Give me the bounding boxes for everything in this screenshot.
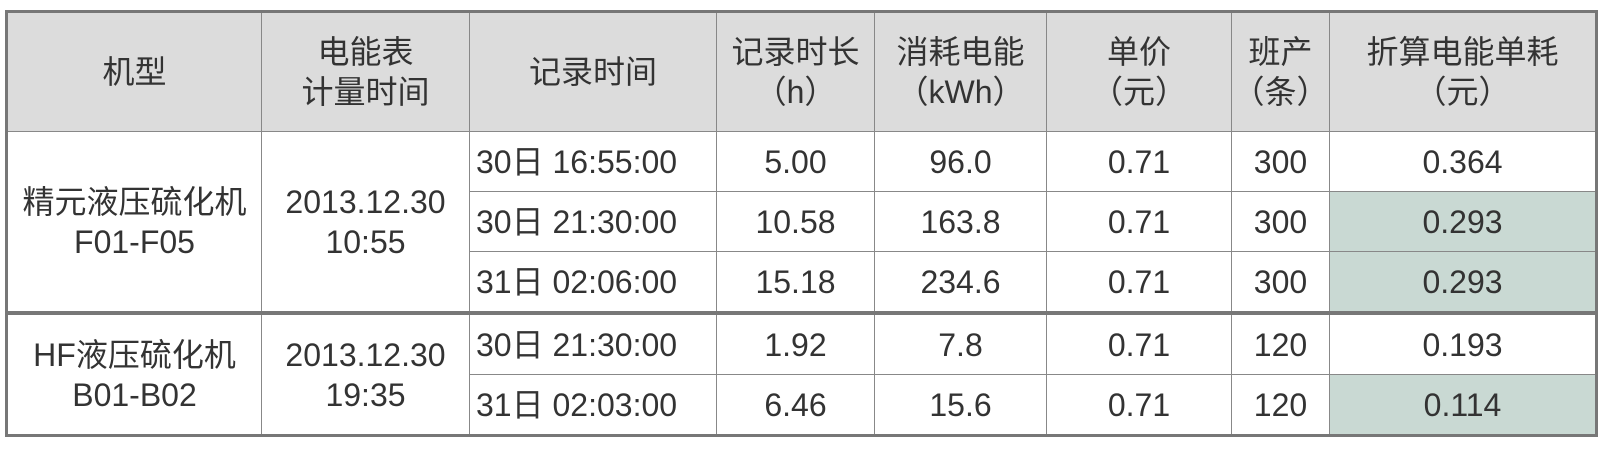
cell-line: （h） xyxy=(754,74,837,110)
data-cell: 31日 02:06:00 xyxy=(469,251,717,314)
table-row: 31日 02:06:00 15.18 234.6 0.71 300 0.293 xyxy=(7,251,1597,314)
data-cell: 0.293 xyxy=(1329,191,1597,252)
data-cell: 31日 02:03:00 xyxy=(469,374,717,436)
cell-line: （元） xyxy=(1414,74,1511,110)
data-cell: 120 xyxy=(1231,311,1330,375)
data-cell: 0.71 xyxy=(1046,311,1232,375)
cell-line: 班产 xyxy=(1248,34,1313,70)
table-row: HF液压硫化机 B01-B02 2013.12.30 19:35 30日 21:30:0… xyxy=(6,311,1597,436)
machine-cell: HF液压硫化机 B01-B02 xyxy=(6,311,262,436)
cell-line: （元） xyxy=(1090,74,1187,110)
data-cell: 120 xyxy=(1231,374,1330,436)
data-cell: 0.293 xyxy=(1329,251,1597,314)
data-cell: 6.46 xyxy=(716,374,875,436)
data-cell: 0.193 xyxy=(1329,311,1597,375)
data-cell: 30日 16:55:00 xyxy=(469,131,717,192)
cell-line: （kWh） xyxy=(896,74,1025,110)
header-cell: 消耗电能 （kWh） xyxy=(874,11,1047,132)
data-cell: 5.00 xyxy=(716,131,875,192)
cell-line: 电能表 xyxy=(317,34,414,70)
header-row: 机型 电能表 计量时间 记录时间 记录时长 （h） 消耗电能 （kWh） 单价 （元） 班产 （条）折… xyxy=(6,11,1597,132)
data-cell: 7.8 xyxy=(874,311,1047,375)
cell-line: 10:55 xyxy=(325,223,406,260)
cell-line: 计量时间 xyxy=(301,74,430,110)
cell-line: 记录时间 xyxy=(528,54,657,90)
header-cell: 折算电能单耗 （元） xyxy=(1329,11,1597,132)
header-cell: 电能表 计量时间 xyxy=(261,11,470,132)
cell-line: 19:35 xyxy=(325,376,406,413)
cell-line: 2013.12.30 xyxy=(285,183,446,220)
table-row: 30日 21:30:00 10.58 163.8 0.71 300 0.293 xyxy=(7,191,1597,252)
cell-line: 单价 xyxy=(1106,34,1171,70)
data-cell: 0.71 xyxy=(1046,251,1232,314)
cell-line: 机型 xyxy=(102,54,167,90)
data-cell: 300 xyxy=(1231,131,1330,192)
data-cell: 163.8 xyxy=(874,191,1047,252)
header-cell: 班产 （条） xyxy=(1231,11,1330,132)
data-cell: 15.18 xyxy=(716,251,875,314)
data-cell: 300 xyxy=(1231,191,1330,252)
cell-line: （条） xyxy=(1232,74,1329,110)
data-cell: 300 xyxy=(1231,251,1330,314)
data-table: 机型 电能表 计量时间 记录时间 记录时长 （h） 消耗电能 （kWh） 单价 （元） 班产 （条）折… xyxy=(5,10,1598,437)
meter-time-cell: 2013.12.30 19:35 xyxy=(261,311,470,436)
data-cell: 0.364 xyxy=(1329,131,1597,192)
header-cell: 记录时间 xyxy=(469,11,717,132)
meter-time-cell: 2013.12.30 10:55 xyxy=(261,131,470,314)
data-cell: 15.6 xyxy=(874,374,1047,436)
data-cell: 1.92 xyxy=(716,311,875,375)
data-cell: 0.71 xyxy=(1046,131,1232,192)
table-body: 精元液压硫化机 F01-F05 2013.12.30 10:55 30日 16:55:0… xyxy=(6,131,1597,436)
header-cell: 单价 （元） xyxy=(1046,11,1232,132)
cell-line: 折算电能单耗 xyxy=(1366,34,1559,70)
cell-line: 2013.12.30 xyxy=(285,336,446,373)
data-cell: 0.114 xyxy=(1329,374,1597,436)
cell-line: 记录时长 xyxy=(731,34,860,70)
cell-line: HF液压硫化机 xyxy=(33,336,236,373)
cell-line: 精元液压硫化机 xyxy=(22,183,247,220)
data-cell: 30日 21:30:00 xyxy=(469,311,717,375)
header-cell: 记录时长 （h） xyxy=(716,11,875,132)
cell-line: B01-B02 xyxy=(72,376,197,413)
cell-line: F01-F05 xyxy=(74,223,195,260)
data-cell: 96.0 xyxy=(874,131,1047,192)
data-cell: 0.71 xyxy=(1046,374,1232,436)
table-row: 31日 02:03:00 6.46 15.6 0.71 120 0.114 xyxy=(7,374,1597,436)
header-cell: 机型 xyxy=(6,11,262,132)
data-cell: 0.71 xyxy=(1046,191,1232,252)
table-row: 精元液压硫化机 F01-F05 2013.12.30 10:55 30日 16:55:0… xyxy=(6,131,1597,314)
cell-line: 消耗电能 xyxy=(896,34,1025,70)
data-cell: 10.58 xyxy=(716,191,875,252)
data-cell: 30日 21:30:00 xyxy=(469,191,717,252)
machine-cell: 精元液压硫化机 F01-F05 xyxy=(6,131,262,314)
data-cell: 234.6 xyxy=(874,251,1047,314)
